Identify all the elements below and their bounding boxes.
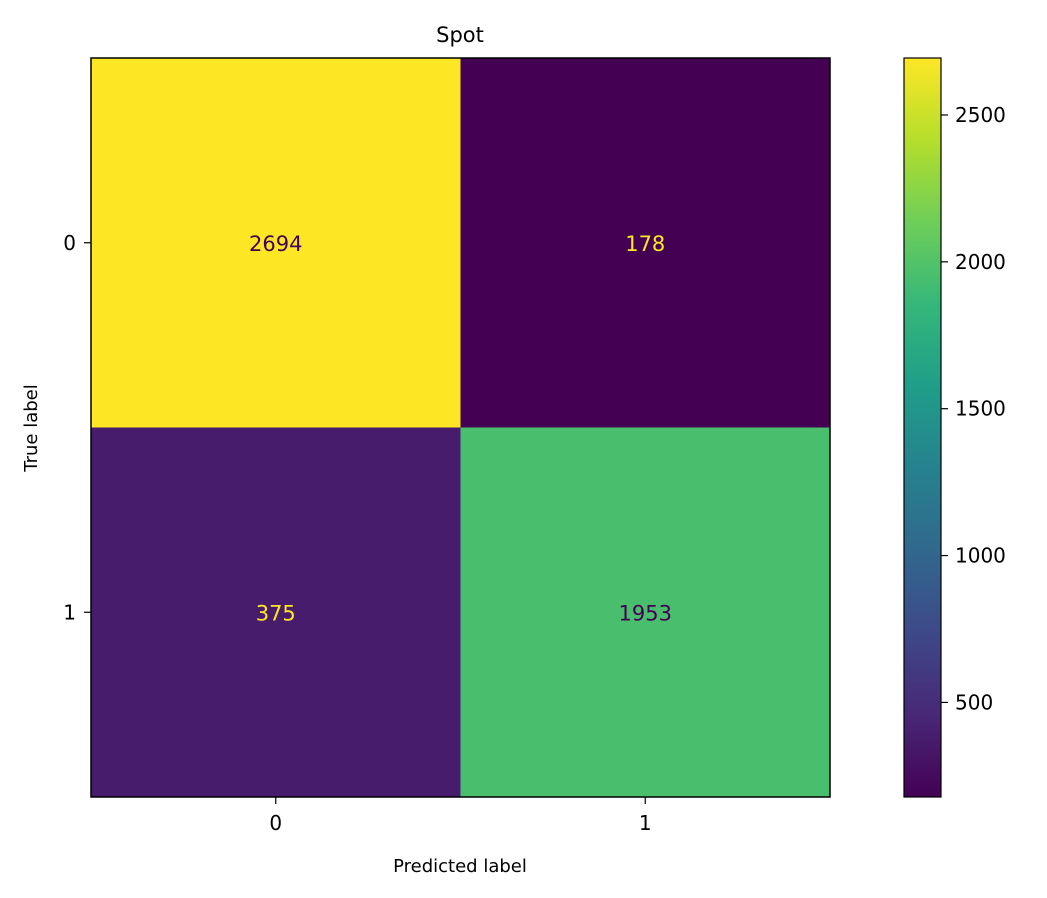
cell-value-labels: 2694 178 375 1953 xyxy=(249,232,672,626)
heatmap-cell xyxy=(91,427,461,797)
heatmap-cell xyxy=(460,427,830,797)
x-tick-label: 1 xyxy=(639,811,652,835)
x-axis-label: Predicted label xyxy=(393,856,527,877)
colorbar-tick-label: 1500 xyxy=(955,397,1006,421)
y-tick-label: 0 xyxy=(63,231,76,255)
plot-frame xyxy=(90,57,831,798)
colorbar-ticks: 500 1000 1500 2000 2500 xyxy=(941,103,1006,714)
cell-value-label: 2694 xyxy=(249,232,302,256)
colorbar xyxy=(903,57,942,798)
cell-value-label: 375 xyxy=(256,601,296,625)
x-tick-label: 0 xyxy=(269,811,282,835)
y-axis-label: True label xyxy=(21,384,42,473)
colorbar-tick-label: 1000 xyxy=(955,544,1006,568)
y-axis-ticks: 01 xyxy=(63,231,91,624)
colorbar-tick-label: 500 xyxy=(955,690,993,714)
y-tick-label: 1 xyxy=(63,600,76,624)
heatmap-cell xyxy=(91,58,461,428)
chart-title: Spot xyxy=(436,23,484,47)
cell-value-label: 178 xyxy=(625,232,665,256)
heatmap-cells xyxy=(91,58,830,797)
cell-value-label: 1953 xyxy=(619,601,672,625)
colorbar-tick-label: 2500 xyxy=(955,103,1006,127)
colorbar-tick-label: 2000 xyxy=(955,250,1006,274)
heatmap-cell xyxy=(460,58,830,428)
